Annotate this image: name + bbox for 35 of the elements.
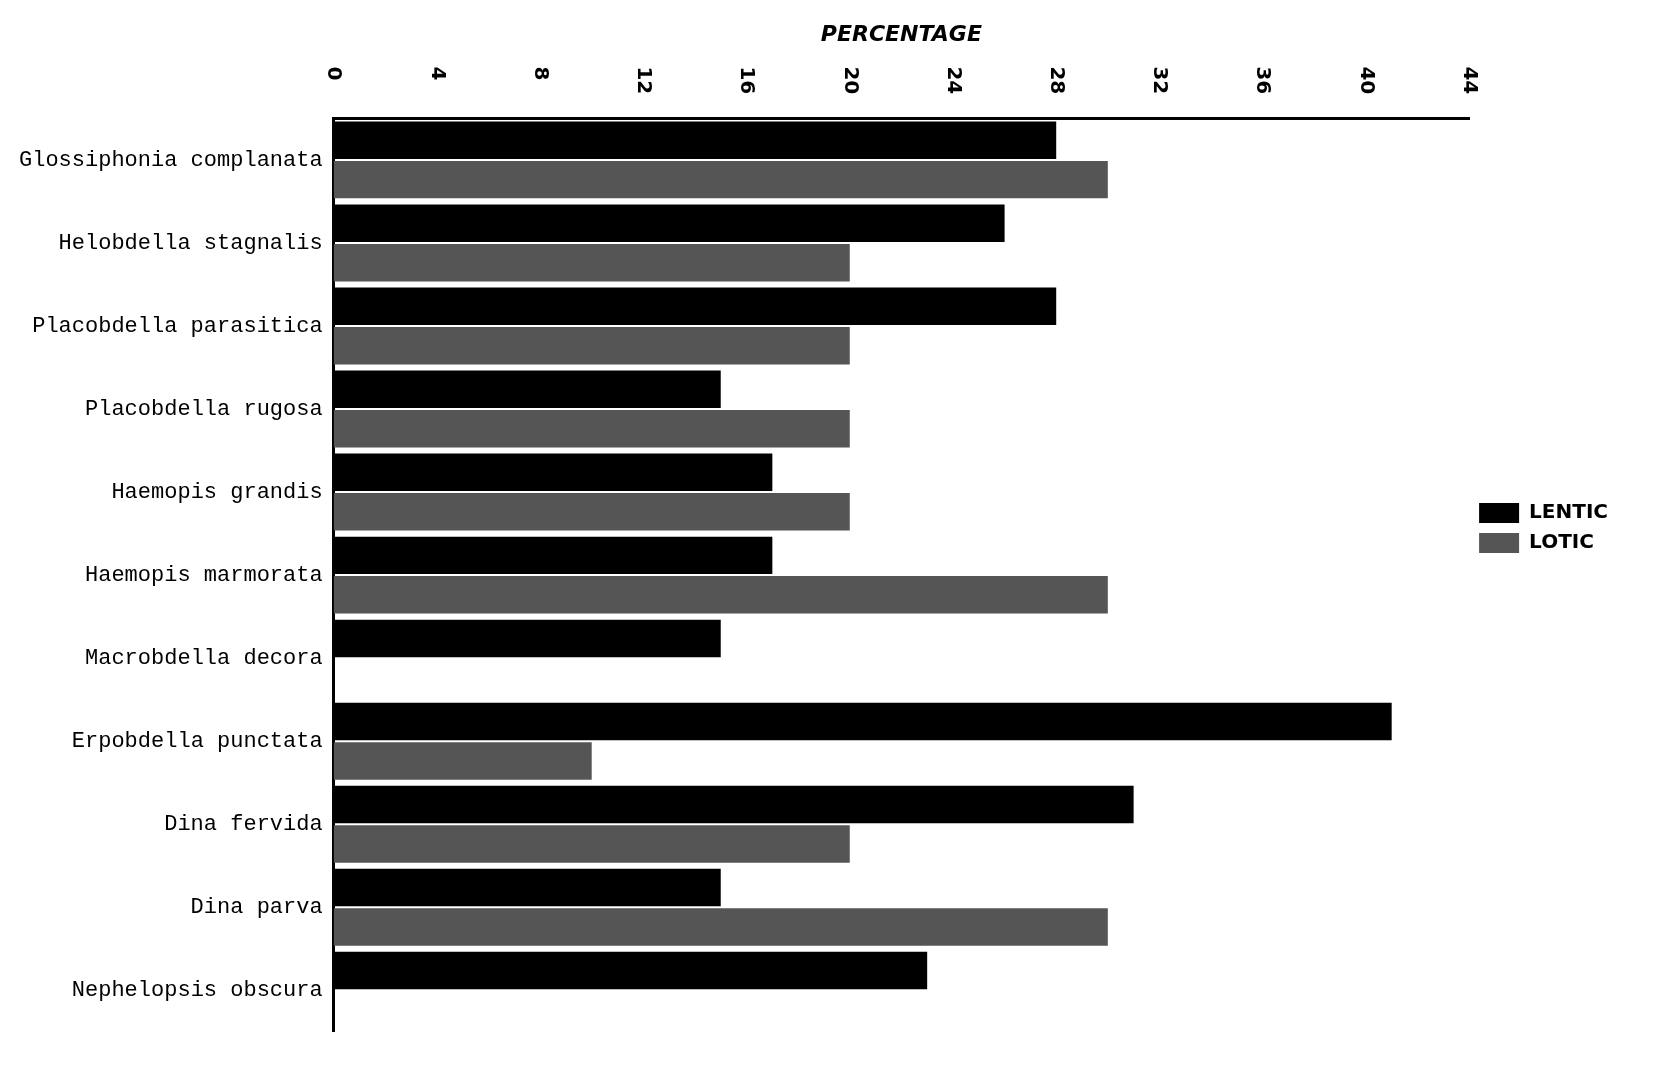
bar (333, 326, 850, 365)
x-tick-label: 8 (529, 66, 554, 81)
bar (333, 576, 1108, 614)
x-tick-label: 12 (633, 66, 658, 95)
bar (333, 160, 1108, 199)
x-tick-label: 40 (1355, 66, 1380, 95)
x-tick-label: 4 (426, 66, 451, 81)
bar (333, 410, 850, 448)
y-tick-label: Erpobdella punctata (71, 729, 323, 754)
y-tick-label: Placobdella parasitica (32, 313, 323, 339)
bar (333, 742, 592, 780)
y-tick-label: Placobdella rugosa (85, 396, 323, 422)
y-tick-label: Haemopis grandis (111, 479, 323, 505)
y-tick-label: Haemopis marmorata (85, 562, 323, 588)
y-tick-label: Glossiphonia complanata (18, 147, 323, 173)
legend-label: LOTIC (1529, 529, 1594, 554)
bar (333, 243, 850, 282)
y-tick-label: Dina parva (190, 895, 323, 921)
y-tick-label: Dina fervida (164, 812, 323, 838)
x-tick-label: 28 (1046, 66, 1070, 95)
bar (333, 908, 1108, 946)
x-tick-label: 44 (1458, 66, 1483, 95)
bar (333, 493, 850, 531)
y-tick-label: Nephelopsis obscura (71, 978, 323, 1004)
x-tick-label: 16 (736, 66, 761, 95)
y-tick-label: Helobdella stagnalis (58, 230, 323, 256)
y-tick-label: Macrobdella decora (85, 645, 323, 671)
bar (333, 825, 850, 863)
x-tick-label: 0 (323, 66, 348, 81)
x-tick-label: 24 (942, 66, 967, 95)
x-tick-label: 36 (1252, 66, 1277, 95)
legend-label: LENTIC (1529, 499, 1608, 524)
x-tick-label: 32 (1149, 66, 1174, 95)
x-axis-title: PERCENTAGE (820, 20, 982, 46)
x-tick-label: 20 (839, 66, 864, 95)
